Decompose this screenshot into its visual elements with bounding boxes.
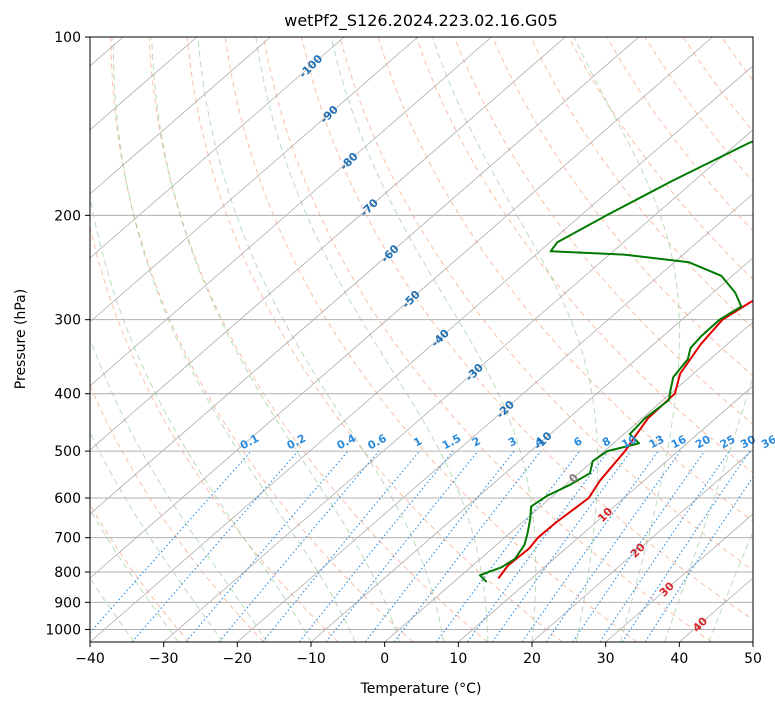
isotherm-line [163, 129, 753, 642]
mixing-ratio-label: 13 [647, 433, 667, 452]
moist-adiabat [197, 37, 445, 642]
y-tick-label: 600 [54, 491, 81, 507]
chart-title: wetPf2_S126.2024.223.02.16.G05 [284, 11, 558, 31]
dry-adiabat [186, 37, 563, 642]
moist-adiabat [151, 37, 400, 642]
y-tick-label: 1000 [45, 622, 81, 638]
dry-adiabat [90, 384, 264, 642]
dry-adiabat [224, 37, 638, 642]
y-tick-label: 200 [54, 208, 81, 224]
x-tick-label: 10 [449, 651, 467, 667]
isotherm-line [90, 37, 271, 195]
dewpoint-line [478, 140, 753, 583]
mixing-ratio-line [621, 450, 751, 642]
moist-adiabat [90, 508, 179, 642]
axis-ticks: −40 −30 −20 −10 0 10 20 30 40 50 1000 900 800 700 600 5… [45, 30, 762, 667]
isotherm-line [90, 37, 419, 323]
x-tick-label: 50 [744, 651, 762, 667]
mixing-ratio-line [572, 450, 706, 642]
mixing-ratio-line [545, 450, 681, 642]
mixing-ratio-line [644, 476, 753, 642]
x-tick-label: 0 [380, 651, 389, 667]
dry-adiabat [90, 225, 339, 642]
moist-adiabat [330, 37, 537, 642]
dry-adiabat [148, 37, 488, 642]
isotherm-line [384, 321, 753, 642]
dry-adiabat [339, 37, 753, 571]
dry-adiabat [530, 37, 753, 329]
isotherm-line [605, 513, 753, 642]
isotherm-line [90, 37, 640, 515]
moist-adiabat [90, 577, 135, 642]
x-tick-label: 30 [597, 651, 615, 667]
mixing-ratio-line [435, 450, 581, 642]
temperature-line [497, 300, 753, 579]
moist-adiabat [573, 37, 681, 642]
isotherm-line [90, 37, 713, 579]
x-tick-label: 40 [670, 651, 688, 667]
mixing-ratio-line [599, 450, 730, 642]
mixing-ratio-line [491, 450, 632, 642]
x-tick-label: −20 [223, 651, 253, 667]
profile-lines [478, 140, 753, 583]
moist-adiabat [708, 530, 753, 642]
y-tick-label: 500 [54, 444, 81, 460]
mixing-ratio-line [393, 450, 542, 642]
dry-adiabat [453, 37, 753, 425]
isotherm-line [310, 257, 753, 642]
moist-adiabat [255, 37, 489, 642]
x-tick-label: −30 [149, 651, 179, 667]
isotherm-line [90, 37, 345, 259]
y-tick-label: 900 [54, 595, 81, 611]
isotherm-line [90, 37, 566, 451]
y-tick-label: 300 [54, 313, 81, 329]
isotherm-line [90, 37, 492, 387]
x-tick-label: −10 [296, 651, 326, 667]
background-lines [90, 37, 753, 642]
mixing-ratio-label: 16 [669, 433, 689, 452]
dry-adiabat [301, 37, 753, 621]
dry-adiabat [377, 37, 753, 522]
dry-adiabat [491, 37, 753, 377]
moist-adiabat [90, 337, 268, 642]
y-tick-label: 100 [54, 30, 81, 46]
y-tick-label: 700 [54, 531, 81, 547]
mixing-ratio-line [467, 450, 609, 642]
dry-adiabat [263, 37, 712, 642]
mixing-ratio-label: 10 [619, 433, 639, 452]
mixing-ratio-label: 36 [759, 433, 775, 452]
mixing-ratio-line [298, 450, 454, 642]
moist-adiabat [431, 37, 599, 642]
y-tick-label: 400 [54, 387, 81, 403]
moist-adiabat [90, 431, 223, 642]
y-tick-label: 800 [54, 565, 81, 581]
y-axis-title: Pressure (hPa) [13, 289, 29, 389]
moist-adiabat [112, 37, 356, 642]
x-axis-title: Temperature (°C) [360, 681, 482, 697]
isotherm-line [458, 385, 753, 642]
x-tick-label: 20 [523, 651, 541, 667]
moist-adiabat [664, 374, 753, 642]
mixing-ratio-line [218, 450, 380, 642]
plot-frame [89, 36, 754, 643]
dry-adiabat [90, 503, 190, 642]
mixing-ratio-label: 20 [693, 433, 713, 452]
mixing-ratio-line [262, 450, 420, 642]
mixing-ratio-line [185, 450, 349, 642]
isotherm-line [90, 65, 753, 642]
mixing-ratio-line [90, 450, 252, 634]
x-tick-label: −40 [75, 651, 105, 667]
mixing-ratio-line [521, 450, 659, 642]
isotherm-line [531, 449, 753, 642]
moist-adiabat [90, 192, 312, 642]
mixing-ratio-line [325, 450, 479, 642]
mixing-ratio-label: 25 [718, 433, 738, 452]
isotherm-line [237, 193, 753, 642]
